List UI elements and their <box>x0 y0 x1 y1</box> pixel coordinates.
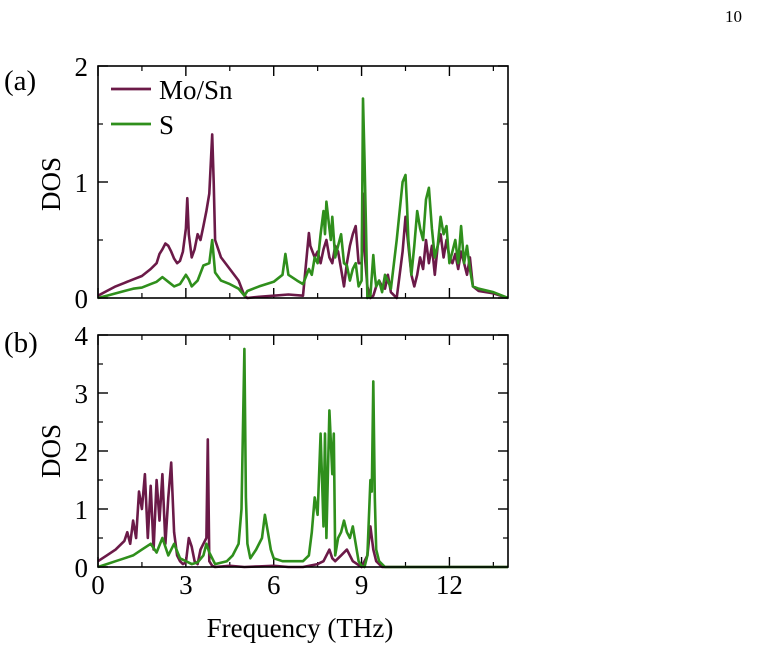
plot-frame-b <box>97 334 509 568</box>
y-tick-label: 3 <box>75 379 89 409</box>
y-axis-label-b: DOS <box>36 424 66 478</box>
series-line-mosn <box>97 438 508 569</box>
series-lines-a <box>97 97 509 300</box>
series-lines-b <box>97 347 508 569</box>
x-tick-label: 9 <box>355 570 369 600</box>
y-tick-label: 1 <box>75 168 89 198</box>
series-line-s <box>97 347 508 569</box>
legend-label-mosn: Mo/Sn <box>159 75 233 105</box>
y-tick-label: 2 <box>75 437 89 467</box>
plot-frame-a <box>97 65 509 299</box>
y-tick-label: 0 <box>75 553 89 583</box>
y-tick-label: 1 <box>75 495 89 525</box>
y-tick-label: 2 <box>75 52 89 82</box>
panel-label-b: (b) <box>4 327 38 359</box>
x-tick-label: 6 <box>267 570 281 600</box>
page-number: 10 <box>725 7 742 26</box>
y-tick-label: 0 <box>75 284 89 314</box>
legend: Mo/Sn S <box>111 75 233 140</box>
y-tick-label: 4 <box>75 321 89 351</box>
series-line-s <box>97 97 509 300</box>
panel-a: (a) DOS 0 1 2 Mo/Sn S <box>4 52 509 314</box>
panel-label-a: (a) <box>4 65 36 97</box>
x-tick-label: 3 <box>179 570 193 600</box>
ticks-a: 0 1 2 <box>75 52 508 314</box>
series-line-mosn <box>97 133 509 300</box>
y-axis-label-a: DOS <box>36 157 66 211</box>
x-tick-label: 12 <box>436 570 463 600</box>
legend-label-s: S <box>159 110 174 140</box>
x-tick-label: 0 <box>91 570 105 600</box>
x-axis-label: Frequency (THz) <box>207 613 394 643</box>
